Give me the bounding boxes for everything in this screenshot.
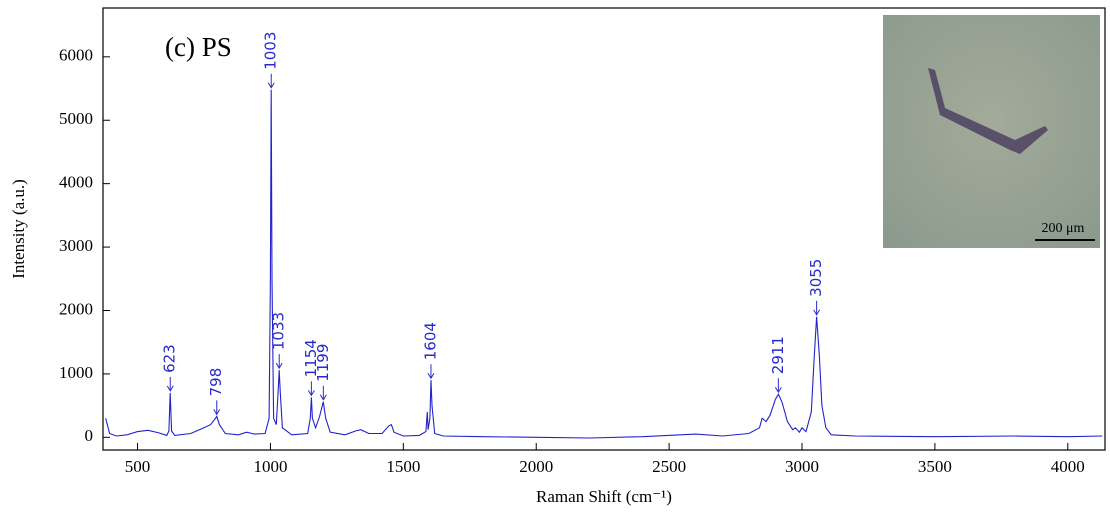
inset-scale-label: 200 μm: [1042, 221, 1085, 236]
y-tick-label: 0: [85, 426, 94, 445]
x-tick-label: 3500: [918, 457, 952, 476]
x-tick-label: 1500: [386, 457, 420, 476]
x-tick-label: 3000: [785, 457, 819, 476]
y-tick-label: 3000: [59, 236, 93, 255]
annotation-label: 1154: [302, 339, 320, 377]
x-axis-label: Raman Shift (cm⁻¹): [536, 487, 672, 506]
annotation-label: 1199: [314, 344, 332, 382]
annotation-arrowhead: [213, 409, 221, 416]
y-tick-label: 2000: [59, 299, 93, 318]
annotation-label: 1033: [270, 312, 288, 350]
annotation-label: 3055: [807, 259, 825, 297]
annotation-arrowhead: [275, 362, 283, 370]
annotation-arrowhead: [166, 385, 174, 392]
x-tick-label: 2500: [652, 457, 686, 476]
annotation-label: 1604: [421, 322, 439, 360]
annotation-arrowhead: [427, 372, 435, 380]
y-tick-label: 5000: [59, 109, 93, 128]
annotation-arrowhead: [319, 394, 327, 401]
inset-photo: [883, 15, 1100, 248]
spectrum-line: [105, 89, 1103, 439]
y-tick-label: 4000: [59, 173, 93, 192]
x-tick-label: 4000: [1051, 457, 1085, 476]
x-tick-label: 2000: [519, 457, 553, 476]
y-tick-label: 1000: [59, 363, 93, 382]
x-tick-label: 1000: [253, 457, 287, 476]
annotation-label: 798: [207, 368, 225, 397]
plot-frame: [102, 7, 1106, 451]
annotation-arrowhead: [813, 309, 821, 316]
annotation-label: 623: [161, 344, 179, 373]
annotation-label: 1003: [262, 32, 280, 70]
chart-title: (c) PS: [165, 32, 232, 62]
annotation-arrowhead: [267, 82, 275, 89]
annotation-arrowhead: [774, 386, 782, 394]
annotation-label: 2911: [769, 336, 787, 374]
x-tick-label: 500: [125, 457, 151, 476]
annotation-arrowhead: [307, 390, 315, 397]
y-axis-label: Intensity (a.u.): [9, 179, 28, 279]
y-tick-label: 6000: [59, 46, 93, 65]
